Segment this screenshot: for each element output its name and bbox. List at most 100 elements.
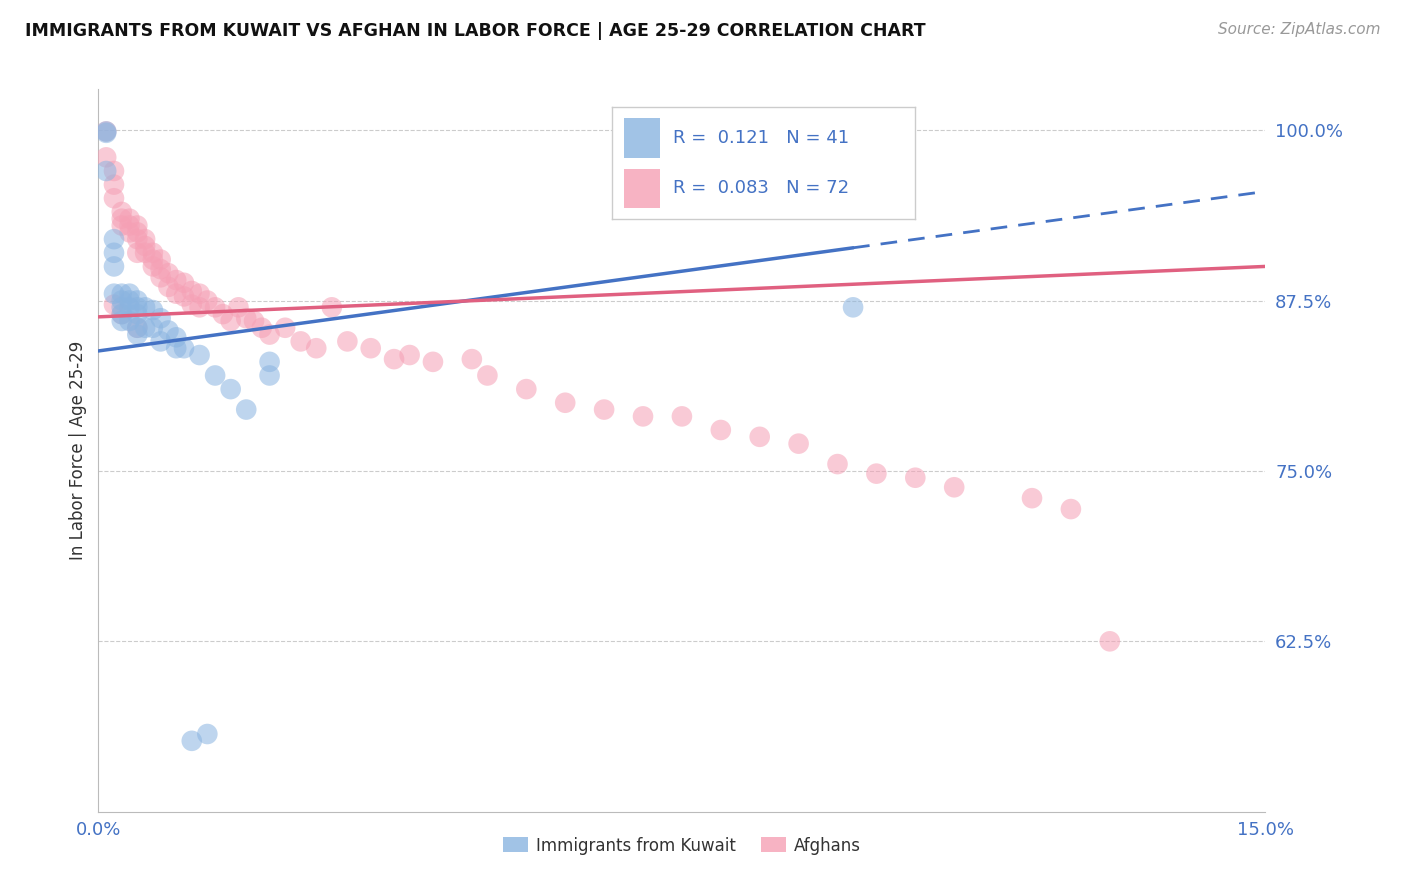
Point bbox=[103, 164, 125, 178]
Point bbox=[157, 324, 180, 338]
Point bbox=[188, 286, 211, 301]
Point bbox=[593, 402, 616, 417]
Point bbox=[127, 293, 149, 308]
Point bbox=[204, 368, 226, 383]
Point bbox=[103, 286, 125, 301]
Point bbox=[204, 301, 226, 315]
Point bbox=[118, 219, 141, 233]
Point bbox=[127, 327, 149, 342]
Point bbox=[235, 311, 257, 326]
Point bbox=[134, 301, 156, 315]
Point bbox=[111, 307, 134, 321]
Point bbox=[127, 320, 149, 334]
Point bbox=[1021, 491, 1043, 505]
Point bbox=[142, 245, 165, 260]
Point bbox=[943, 480, 966, 494]
Point bbox=[398, 348, 420, 362]
Point bbox=[111, 211, 134, 226]
Point bbox=[96, 164, 118, 178]
Point bbox=[103, 191, 125, 205]
Point bbox=[748, 430, 770, 444]
Point bbox=[188, 348, 211, 362]
Point bbox=[515, 382, 537, 396]
Point bbox=[336, 334, 359, 349]
Point bbox=[127, 245, 149, 260]
Point bbox=[134, 245, 156, 260]
Point bbox=[180, 297, 202, 311]
Point bbox=[827, 457, 849, 471]
Point bbox=[212, 307, 235, 321]
Point bbox=[111, 301, 134, 315]
Point bbox=[96, 126, 118, 140]
Point bbox=[127, 219, 149, 233]
Point bbox=[219, 382, 242, 396]
Point bbox=[96, 124, 118, 138]
Point bbox=[290, 334, 312, 349]
Point bbox=[321, 301, 343, 315]
Point bbox=[142, 260, 165, 274]
Point bbox=[111, 307, 134, 321]
Point bbox=[149, 270, 172, 285]
Point bbox=[149, 252, 172, 267]
Point bbox=[111, 205, 134, 219]
Point bbox=[422, 355, 444, 369]
Point bbox=[165, 286, 187, 301]
Point bbox=[1098, 634, 1121, 648]
Point bbox=[219, 314, 242, 328]
Point bbox=[165, 273, 187, 287]
Point bbox=[142, 320, 165, 334]
Point bbox=[127, 225, 149, 239]
Point bbox=[173, 341, 195, 355]
Point bbox=[554, 396, 576, 410]
Point bbox=[103, 297, 125, 311]
Point bbox=[134, 239, 156, 253]
Point bbox=[127, 320, 149, 334]
Point bbox=[118, 225, 141, 239]
Point bbox=[118, 211, 141, 226]
Point bbox=[111, 219, 134, 233]
Point bbox=[127, 301, 149, 315]
Point bbox=[127, 307, 149, 321]
Point bbox=[796, 124, 818, 138]
Point bbox=[243, 314, 266, 328]
Point bbox=[111, 293, 134, 308]
Point bbox=[142, 252, 165, 267]
Point bbox=[142, 303, 165, 318]
Point bbox=[96, 124, 118, 138]
Text: IMMIGRANTS FROM KUWAIT VS AFGHAN IN LABOR FORCE | AGE 25-29 CORRELATION CHART: IMMIGRANTS FROM KUWAIT VS AFGHAN IN LABO… bbox=[25, 22, 927, 40]
Point bbox=[165, 330, 187, 344]
Point bbox=[111, 314, 134, 328]
Point bbox=[787, 436, 810, 450]
Point bbox=[103, 178, 125, 192]
Point bbox=[103, 232, 125, 246]
Point bbox=[118, 293, 141, 308]
Point bbox=[127, 232, 149, 246]
Point bbox=[259, 355, 281, 369]
Point bbox=[228, 301, 250, 315]
Point bbox=[274, 320, 297, 334]
Point bbox=[149, 311, 172, 326]
Point bbox=[173, 289, 195, 303]
Point bbox=[157, 266, 180, 280]
Text: Source: ZipAtlas.com: Source: ZipAtlas.com bbox=[1218, 22, 1381, 37]
Point bbox=[111, 286, 134, 301]
Point bbox=[134, 232, 156, 246]
Legend: Immigrants from Kuwait, Afghans: Immigrants from Kuwait, Afghans bbox=[496, 830, 868, 861]
Point bbox=[904, 471, 927, 485]
Point bbox=[188, 301, 211, 315]
Point bbox=[631, 409, 654, 424]
Point bbox=[1060, 502, 1083, 516]
Y-axis label: In Labor Force | Age 25-29: In Labor Force | Age 25-29 bbox=[69, 341, 87, 560]
Point bbox=[382, 352, 405, 367]
Point bbox=[165, 341, 187, 355]
Point bbox=[259, 327, 281, 342]
Point bbox=[96, 150, 118, 164]
Point bbox=[118, 286, 141, 301]
Point bbox=[173, 276, 195, 290]
Point bbox=[671, 409, 693, 424]
Point bbox=[461, 352, 484, 367]
Point bbox=[134, 320, 156, 334]
Point bbox=[195, 293, 218, 308]
Point bbox=[180, 734, 202, 748]
Point bbox=[157, 280, 180, 294]
